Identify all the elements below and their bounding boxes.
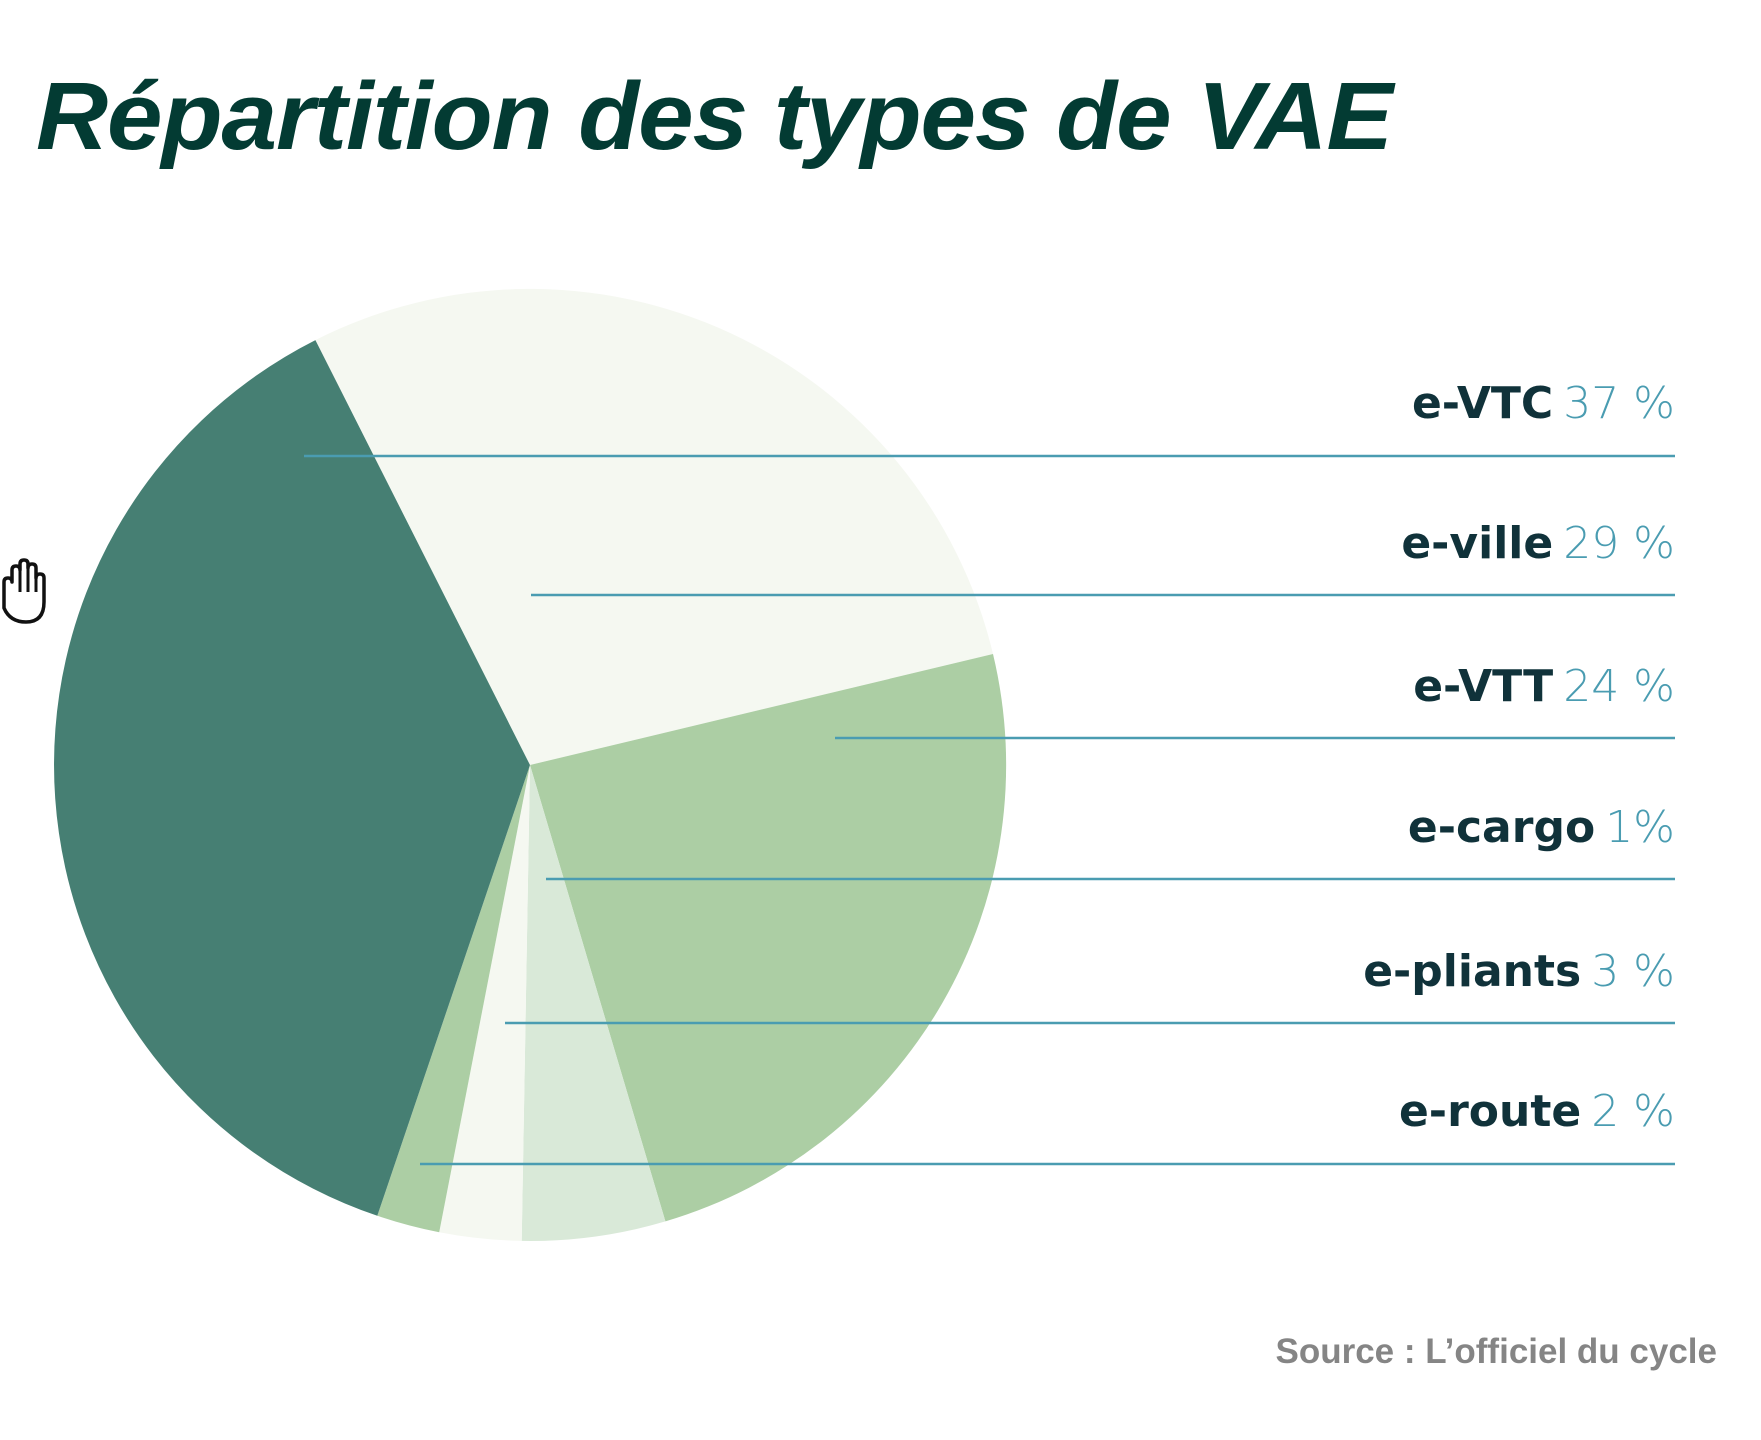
legend-percent: 2 % xyxy=(1591,1086,1675,1137)
source-caption: Source : L’officiel du cycle xyxy=(1275,1332,1717,1371)
legend-percent: 3 % xyxy=(1591,946,1675,997)
legend-label: e-route xyxy=(1398,1086,1582,1137)
pie-slice-e-vtc xyxy=(54,340,531,1216)
pie-slice-small-light-green xyxy=(377,765,530,1233)
legend-percent: 24 % xyxy=(1563,661,1675,712)
pie-slice-small-very-light xyxy=(439,765,530,1241)
legend-label: e-cargo xyxy=(1407,802,1596,853)
legend-label: e-VTC xyxy=(1411,378,1554,429)
legend-label: e-ville xyxy=(1401,518,1554,569)
pie-slice-small-pale xyxy=(521,765,666,1241)
legend-item-e-cargo: e-cargo 1% xyxy=(1408,806,1675,850)
legend-label: e-VTT xyxy=(1413,661,1554,712)
legend-percent: 1% xyxy=(1605,802,1675,853)
legend-item-e-route: e-route 2 % xyxy=(1399,1090,1675,1134)
legend-item-e-ville: e-ville 29 % xyxy=(1401,522,1675,566)
legend-percent: 29 % xyxy=(1563,518,1675,569)
pie-slice-e-vtt xyxy=(530,654,1007,1222)
hand-cursor-icon xyxy=(2,558,46,624)
legend-item-e-vtc: e-VTC 37 % xyxy=(1412,382,1675,426)
pie-slice-e-ville xyxy=(315,288,993,765)
legend-percent: 37 % xyxy=(1563,378,1675,429)
chart-title: Répartition des types de VAE xyxy=(36,63,1393,170)
legend-label: e-pliants xyxy=(1363,946,1582,997)
legend-item-e-vtt: e-VTT 24 % xyxy=(1413,665,1675,709)
legend-item-e-pliants: e-pliants 3 % xyxy=(1363,950,1675,994)
